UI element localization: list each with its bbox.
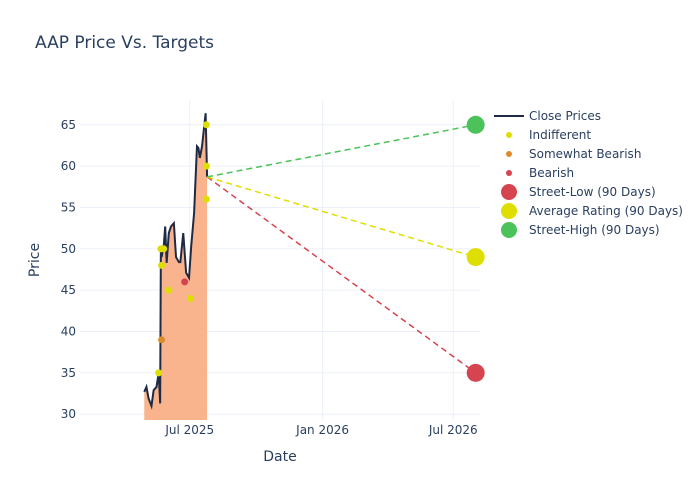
- target-marker: [466, 363, 485, 382]
- legend-item-street-low[interactable]: Street-Low (90 Days): [494, 182, 683, 201]
- legend-item-bearish[interactable]: Bearish: [494, 163, 683, 182]
- legend-label: Street-Low (90 Days): [529, 184, 656, 199]
- dot-icon: [501, 221, 517, 238]
- dot-icon: [506, 169, 512, 176]
- legend-item-street-high[interactable]: Street-High (90 Days): [494, 220, 683, 239]
- rating-marker: [181, 278, 189, 286]
- x-tick-label: Jul 2025: [164, 423, 214, 437]
- x-axis-label: Date: [263, 449, 296, 465]
- legend-item-indifferent[interactable]: Indifferent: [494, 125, 683, 144]
- target-marker: [466, 248, 485, 267]
- rating-marker: [155, 369, 163, 377]
- legend-item-somewhat-bearish[interactable]: Somewhat Bearish: [494, 144, 683, 163]
- rating-marker: [202, 121, 210, 129]
- y-tick-label: 30: [61, 407, 76, 421]
- rating-marker: [160, 245, 168, 253]
- legend-label: Average Rating (90 Days): [529, 203, 683, 218]
- y-axis-label: Price: [27, 243, 43, 277]
- line-swatch-icon: [494, 114, 524, 117]
- y-tick-label: 55: [61, 200, 76, 214]
- y-tick-label: 65: [61, 118, 76, 132]
- rating-marker: [186, 294, 194, 302]
- legend-label: Close Prices: [529, 108, 602, 123]
- y-tick-label: 40: [61, 325, 76, 339]
- y-tick-label: 45: [61, 283, 76, 297]
- legend-label: Bearish: [529, 165, 575, 180]
- y-tick-label: 50: [61, 242, 76, 256]
- rating-marker: [165, 286, 173, 294]
- y-tick-label: 60: [61, 159, 76, 173]
- rating-marker: [158, 336, 166, 344]
- close-price-line: [143, 113, 209, 410]
- legend-item-close-prices[interactable]: Close Prices: [494, 106, 683, 125]
- legend-label: Indifferent: [529, 127, 592, 142]
- dot-icon: [506, 150, 512, 157]
- target-line: [206, 176, 477, 374]
- close-price-area: [144, 113, 208, 420]
- chart-title: AAP Price Vs. Targets: [35, 33, 215, 53]
- dot-icon: [506, 131, 512, 138]
- dot-icon: [501, 202, 517, 219]
- dot-icon: [501, 183, 517, 200]
- legend-label: Somewhat Bearish: [529, 146, 642, 161]
- rating-marker: [158, 261, 166, 269]
- y-tick-label: 35: [61, 366, 76, 380]
- target-line: [206, 176, 476, 258]
- rating-marker: [202, 195, 210, 203]
- legend-label: Street-High (90 Days): [529, 222, 660, 237]
- legend-item-average-rating[interactable]: Average Rating (90 Days): [494, 201, 683, 220]
- rating-marker: [202, 162, 210, 170]
- target-marker: [466, 115, 485, 134]
- target-line: [206, 124, 476, 178]
- x-tick-label: Jul 2026: [428, 423, 478, 437]
- x-tick-label: Jan 2026: [295, 423, 349, 437]
- legend: Close Prices Indifferent Somewhat Bearis…: [494, 106, 683, 239]
